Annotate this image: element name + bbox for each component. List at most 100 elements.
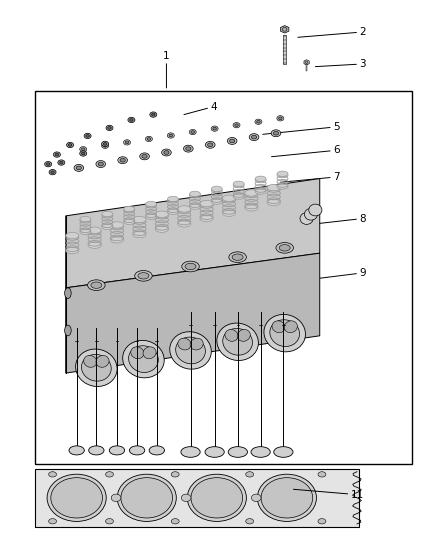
Text: 6: 6 (272, 146, 339, 157)
Polygon shape (35, 469, 359, 527)
Ellipse shape (200, 200, 213, 207)
Ellipse shape (274, 447, 293, 457)
Ellipse shape (318, 519, 326, 524)
Ellipse shape (130, 119, 133, 122)
Ellipse shape (187, 474, 246, 521)
Ellipse shape (84, 133, 91, 139)
Text: 2: 2 (298, 27, 366, 37)
Ellipse shape (211, 126, 218, 131)
Ellipse shape (255, 176, 266, 181)
Ellipse shape (145, 214, 156, 220)
Ellipse shape (318, 472, 326, 477)
Ellipse shape (181, 447, 200, 457)
Ellipse shape (178, 206, 191, 212)
Ellipse shape (106, 125, 113, 131)
Ellipse shape (149, 446, 164, 455)
Ellipse shape (124, 140, 131, 145)
Ellipse shape (309, 204, 322, 216)
Ellipse shape (205, 447, 224, 457)
Ellipse shape (223, 210, 236, 216)
Ellipse shape (111, 494, 121, 502)
Ellipse shape (102, 141, 109, 147)
Ellipse shape (110, 222, 124, 228)
Ellipse shape (91, 282, 102, 288)
Ellipse shape (277, 171, 288, 176)
Ellipse shape (272, 321, 285, 333)
Ellipse shape (223, 195, 236, 201)
Ellipse shape (155, 211, 168, 217)
Ellipse shape (143, 347, 156, 359)
Ellipse shape (217, 323, 258, 360)
Ellipse shape (271, 130, 281, 136)
Ellipse shape (106, 472, 113, 477)
Ellipse shape (147, 138, 151, 140)
Ellipse shape (171, 472, 179, 477)
Ellipse shape (235, 124, 238, 126)
Ellipse shape (67, 142, 74, 148)
Ellipse shape (176, 337, 205, 364)
Ellipse shape (229, 252, 246, 262)
Ellipse shape (68, 144, 72, 147)
Ellipse shape (102, 143, 109, 149)
Ellipse shape (249, 134, 259, 141)
Ellipse shape (211, 186, 222, 191)
Ellipse shape (96, 356, 109, 367)
Ellipse shape (251, 447, 270, 457)
Ellipse shape (162, 149, 171, 156)
Text: 3: 3 (315, 59, 366, 69)
Ellipse shape (167, 133, 174, 138)
Ellipse shape (230, 139, 235, 143)
Ellipse shape (264, 314, 305, 352)
Ellipse shape (178, 221, 191, 227)
Ellipse shape (186, 147, 191, 150)
Ellipse shape (130, 446, 145, 455)
Ellipse shape (304, 208, 318, 220)
Ellipse shape (80, 216, 91, 222)
Ellipse shape (103, 143, 107, 145)
Ellipse shape (88, 227, 101, 233)
Ellipse shape (49, 169, 56, 175)
Ellipse shape (76, 349, 117, 386)
Ellipse shape (211, 199, 222, 204)
Ellipse shape (121, 478, 173, 518)
Ellipse shape (102, 212, 113, 217)
Ellipse shape (277, 184, 288, 189)
Ellipse shape (225, 329, 238, 341)
Ellipse shape (168, 196, 179, 201)
Ellipse shape (88, 446, 104, 455)
Ellipse shape (53, 152, 60, 157)
Ellipse shape (251, 494, 261, 502)
Ellipse shape (182, 261, 199, 272)
Ellipse shape (124, 206, 134, 212)
Ellipse shape (227, 138, 237, 144)
Ellipse shape (133, 231, 146, 238)
Ellipse shape (65, 288, 71, 298)
Ellipse shape (200, 215, 213, 222)
Ellipse shape (58, 160, 65, 165)
Ellipse shape (124, 219, 134, 224)
Ellipse shape (81, 148, 85, 150)
Ellipse shape (233, 123, 240, 128)
Ellipse shape (125, 141, 129, 144)
Ellipse shape (190, 338, 203, 350)
Ellipse shape (267, 199, 280, 206)
Ellipse shape (138, 273, 149, 279)
Ellipse shape (213, 127, 216, 130)
Ellipse shape (133, 216, 146, 223)
Ellipse shape (279, 117, 282, 120)
Ellipse shape (223, 328, 252, 355)
Ellipse shape (191, 131, 194, 133)
Text: 5: 5 (263, 122, 339, 134)
Ellipse shape (96, 160, 106, 167)
Ellipse shape (80, 151, 87, 156)
Bar (283, 35, 286, 64)
Ellipse shape (181, 494, 191, 502)
Ellipse shape (80, 229, 91, 235)
Ellipse shape (81, 152, 85, 155)
Polygon shape (66, 253, 320, 373)
Ellipse shape (300, 213, 313, 224)
Bar (306, 64, 307, 71)
Ellipse shape (185, 263, 196, 270)
Ellipse shape (88, 242, 101, 248)
Ellipse shape (74, 164, 84, 172)
